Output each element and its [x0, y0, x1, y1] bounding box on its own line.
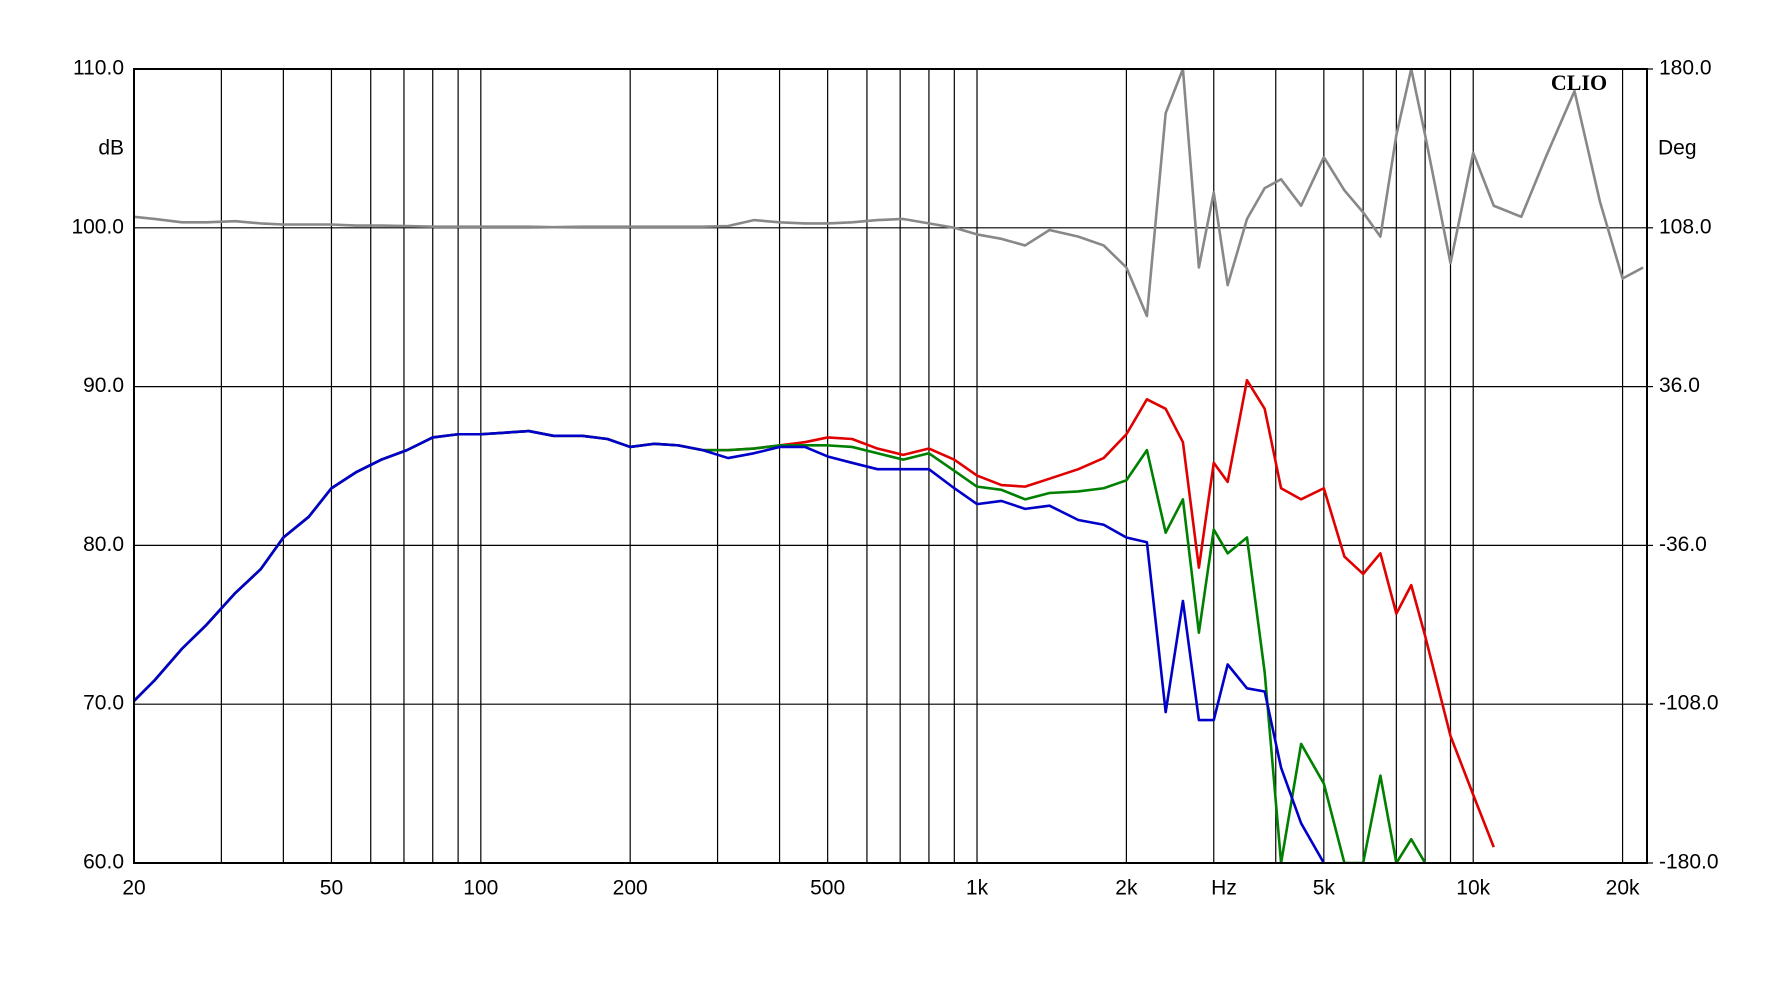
- y2-tick-label: -108.0: [1659, 692, 1719, 715]
- x-tick-label: 500: [810, 877, 845, 900]
- x-tick-label: 100: [463, 877, 498, 900]
- y2-axis-label: Deg: [1658, 137, 1697, 160]
- y-tick-label: 110.0: [73, 57, 124, 80]
- x-tick-label: 1k: [966, 877, 989, 900]
- grid: [133, 68, 1653, 864]
- curves: [134, 69, 1644, 863]
- y-tick-label: 60.0: [83, 851, 124, 874]
- x-tick-label: 5k: [1313, 877, 1336, 900]
- y2-tick-label: 180.0: [1659, 57, 1712, 80]
- response-curve: [134, 429, 1325, 863]
- x-tick-label: 200: [613, 877, 648, 900]
- y-tick-label: 100.0: [71, 215, 124, 238]
- y2-tick-label: -180.0: [1659, 851, 1719, 874]
- x-axis-label: Hz: [1211, 877, 1237, 900]
- y-tick-label: 90.0: [83, 374, 124, 397]
- clio-logo: CLIO: [1551, 70, 1607, 95]
- x-tick-label: 20: [122, 877, 145, 900]
- x-tick-label: 20k: [1606, 877, 1640, 900]
- plot-frame: [133, 68, 1648, 864]
- y-tick-label: 70.0: [83, 692, 124, 715]
- y-tick-label: 80.0: [83, 533, 124, 556]
- y2-tick-label: 108.0: [1659, 215, 1712, 238]
- phase-curve: [134, 69, 1644, 318]
- y2-tick-label: -36.0: [1659, 533, 1707, 556]
- y2-tick-label: 36.0: [1659, 374, 1700, 397]
- x-tick-label: 50: [320, 877, 343, 900]
- y-axis-label: dB: [98, 137, 124, 160]
- x-tick-label: 2k: [1115, 877, 1138, 900]
- x-tick-label: 10k: [1456, 877, 1490, 900]
